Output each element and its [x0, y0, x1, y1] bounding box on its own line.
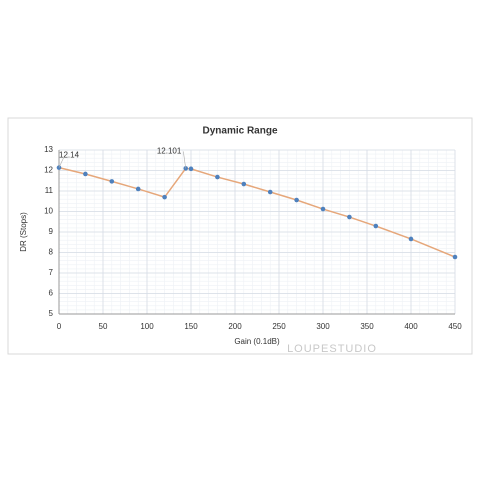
x-tick-label: 400 [404, 322, 418, 331]
data-point [241, 181, 247, 187]
data-point [83, 171, 88, 177]
annotation-leader [58, 155, 65, 168]
y-axis-label: DR (Stops) [19, 212, 28, 252]
annotation-leader [183, 151, 187, 169]
data-point [267, 189, 273, 195]
chart-title: Dynamic Range [202, 126, 277, 137]
y-tick-label: 11 [45, 186, 54, 195]
y-tick-label: 10 [44, 207, 53, 216]
y-tick-label: 12 [44, 166, 53, 175]
data-point [373, 223, 379, 229]
y-tick-label: 6 [49, 289, 54, 298]
x-tick-label: 450 [448, 322, 462, 331]
data-point [320, 206, 326, 212]
data-label: 12.101 [157, 147, 182, 156]
data-point [215, 174, 220, 180]
y-tick-label: 8 [49, 248, 54, 257]
data-point [109, 179, 115, 184]
y-tick-label: 5 [49, 309, 54, 318]
x-tick-label: 200 [228, 322, 242, 331]
y-tick-label: 7 [49, 268, 54, 277]
data-point [162, 194, 167, 200]
data-line [58, 166, 456, 258]
data-point [408, 236, 414, 242]
x-tick-label: 350 [360, 322, 374, 331]
x-tick-label: 300 [316, 322, 330, 331]
data-point [188, 166, 194, 172]
x-tick-label: 0 [57, 322, 62, 331]
data-point [135, 186, 141, 192]
x-tick-label: 50 [99, 322, 108, 331]
watermark: LOUPESTUDIO [287, 343, 377, 355]
data-point [347, 214, 352, 220]
y-tick-label: 13 [44, 145, 53, 154]
x-tick-label: 150 [184, 322, 198, 331]
data-label: 12.14 [59, 151, 80, 160]
data-point [294, 197, 299, 203]
y-tick-label: 9 [49, 227, 54, 236]
x-axis-label: Gain (0.1dB) [234, 337, 280, 346]
data-point [452, 254, 458, 260]
x-tick-label: 250 [272, 322, 286, 331]
x-tick-label: 100 [140, 322, 154, 331]
